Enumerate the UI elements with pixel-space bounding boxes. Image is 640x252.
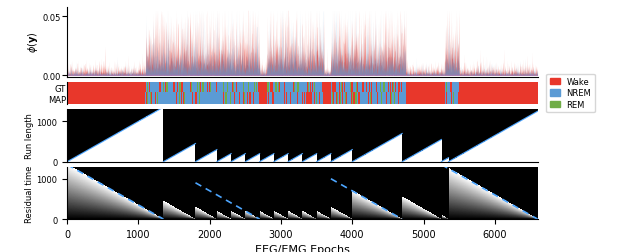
Y-axis label: $\phi(\mathbf{y})$: $\phi(\mathbf{y})$ <box>26 32 40 53</box>
Y-axis label: Residual time: Residual time <box>25 165 34 222</box>
Y-axis label: Run length: Run length <box>25 113 34 159</box>
Legend: Wake, NREM, REM: Wake, NREM, REM <box>547 74 595 113</box>
X-axis label: EEG/EMG Epochs: EEG/EMG Epochs <box>255 244 350 252</box>
